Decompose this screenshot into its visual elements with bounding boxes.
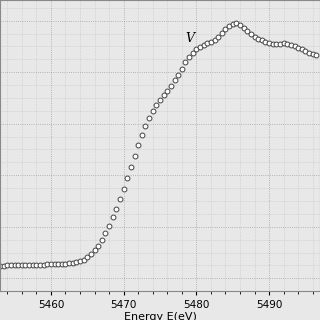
Text: V: V — [186, 32, 195, 45]
X-axis label: Energy E(eV): Energy E(eV) — [124, 312, 196, 320]
